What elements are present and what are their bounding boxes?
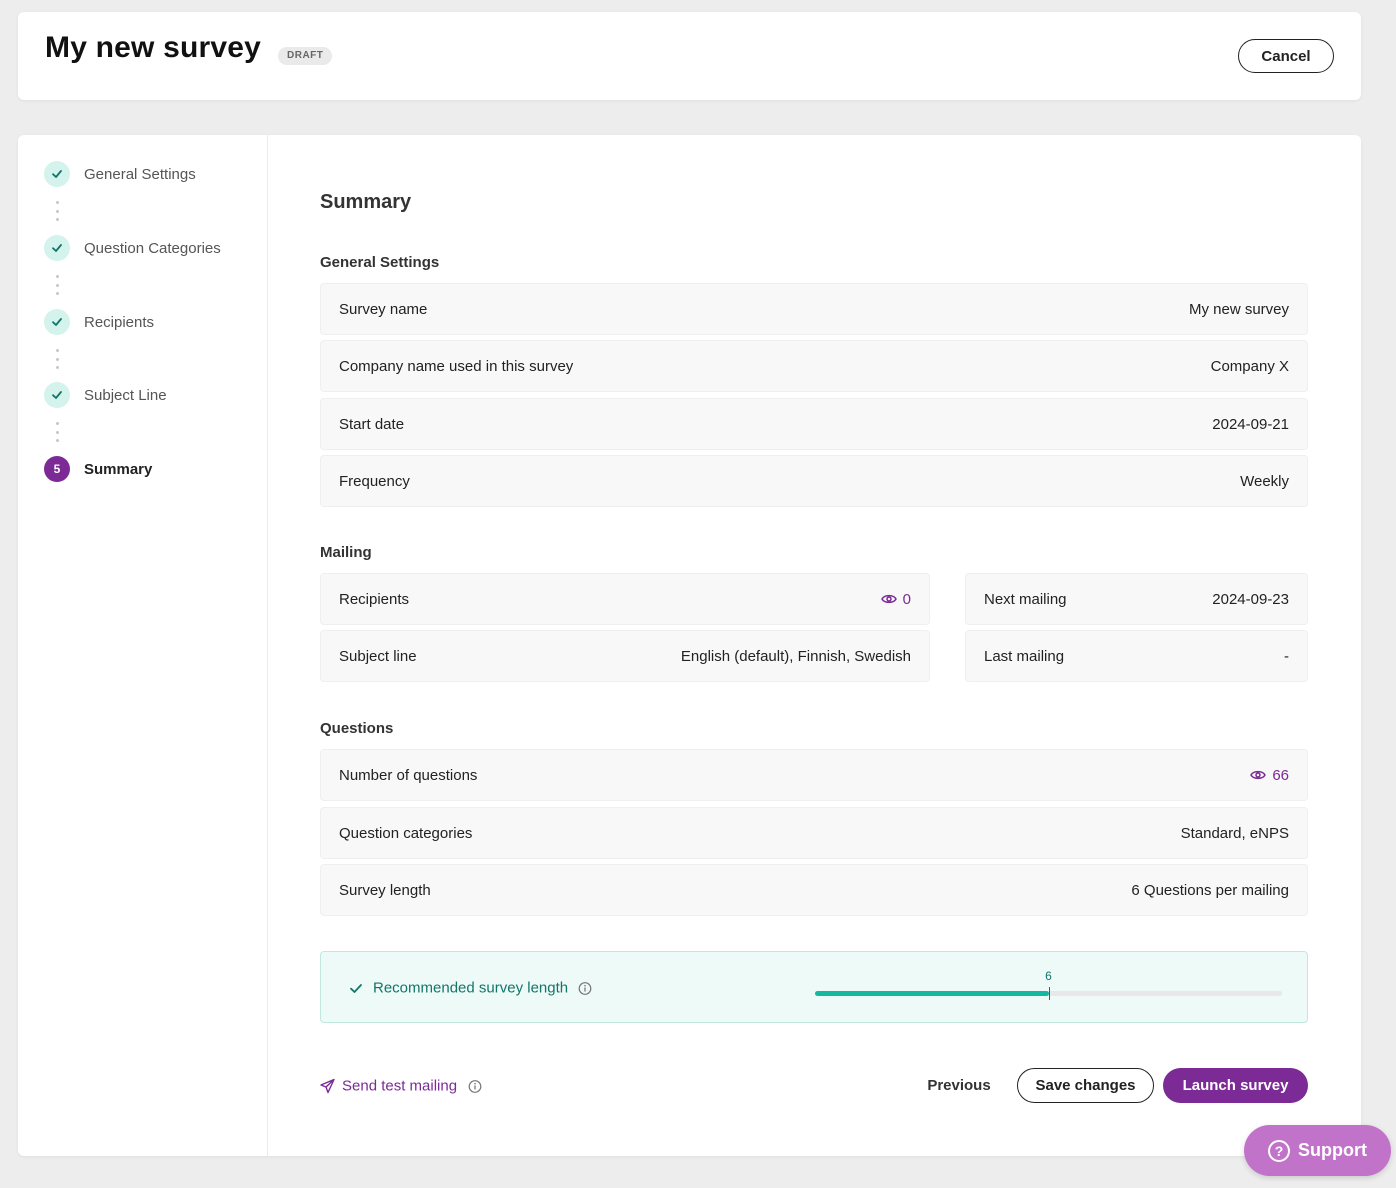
step-question-categories[interactable]: Question Categories [44, 234, 221, 262]
step-connector [56, 349, 60, 369]
row-label: Last mailing [984, 647, 1065, 665]
eye-icon [1250, 770, 1267, 780]
last-mailing-row: Last mailing - [965, 630, 1308, 682]
step-general-settings[interactable]: General Settings [44, 160, 196, 188]
row-value: Standard, eNPS [1180, 824, 1289, 842]
recipients-count: 0 [902, 590, 911, 608]
step-label: Subject Line [84, 386, 167, 404]
step-number: 5 [44, 456, 70, 482]
summary-row: Frequency Weekly [320, 455, 1308, 507]
step-label: Recipients [84, 313, 155, 331]
step-summary[interactable]: 5 Summary [44, 455, 152, 483]
length-progress-fill [815, 991, 1049, 996]
wizard-panel: General Settings Question Categories Rec… [18, 135, 1361, 1156]
question-count-row: Number of questions 66 [320, 749, 1308, 801]
save-changes-button[interactable]: Save changes [1017, 1068, 1154, 1103]
step-recipients[interactable]: Recipients [44, 308, 154, 336]
subject-line-row: Subject line English (default), Finnish,… [320, 630, 930, 682]
row-value: 2024-09-23 [1212, 590, 1289, 608]
row-label: Next mailing [984, 590, 1067, 608]
info-icon[interactable] [578, 981, 592, 995]
wizard-footer: Send test mailing Previous Save changes … [320, 1068, 1308, 1104]
row-label: Company name used in this survey [339, 357, 574, 375]
row-label: Frequency [339, 472, 410, 490]
row-value: 2024-09-21 [1212, 415, 1289, 433]
cancel-button[interactable]: Cancel [1238, 39, 1334, 73]
row-label: Start date [339, 415, 405, 433]
check-icon [44, 309, 70, 335]
row-label: Survey name [339, 300, 428, 318]
check-icon [44, 161, 70, 187]
questions-title: Questions [320, 720, 394, 737]
eye-icon [880, 594, 897, 604]
check-icon [44, 235, 70, 261]
send-test-label: Send test mailing [342, 1077, 458, 1095]
launch-survey-button[interactable]: Launch survey [1163, 1068, 1308, 1103]
recipients-row: Recipients 0 [320, 573, 930, 625]
summary-row: Survey name My new survey [320, 283, 1308, 335]
row-value: - [1284, 647, 1289, 665]
info-icon[interactable] [468, 1079, 482, 1093]
question-count: 66 [1272, 766, 1289, 784]
step-subject-line[interactable]: Subject Line [44, 381, 167, 409]
step-label: Question Categories [84, 239, 221, 257]
previous-button[interactable]: Previous [916, 1068, 1002, 1103]
step-label: Summary [84, 460, 153, 478]
questions-preview[interactable]: 66 [1250, 767, 1289, 784]
check-icon [350, 983, 362, 993]
row-label: Survey length [339, 881, 431, 899]
recommended-label: Recommended survey length [373, 979, 569, 997]
row-label: Subject line [339, 647, 417, 665]
page-title: My new survey [45, 31, 262, 64]
length-progress-bar: 6 [815, 969, 1282, 1000]
row-label: Number of questions [339, 766, 478, 784]
row-value: Company X [1210, 357, 1289, 375]
length-marker-label: 6 [1045, 969, 1052, 983]
status-badge: DRAFT [278, 47, 333, 65]
send-test-mailing-link[interactable]: Send test mailing [320, 1078, 482, 1095]
row-value: 6 Questions per mailing [1131, 881, 1289, 899]
step-connector [56, 275, 60, 295]
row-label: Recipients [339, 590, 410, 608]
steps-sidebar: General Settings Question Categories Rec… [18, 135, 268, 1156]
section-heading: Summary [320, 191, 412, 213]
next-mailing-row: Next mailing 2024-09-23 [965, 573, 1308, 625]
step-label: General Settings [84, 165, 196, 183]
length-marker [1048, 987, 1050, 1000]
check-icon [44, 382, 70, 408]
summary-row: Company name used in this survey Company… [320, 340, 1308, 392]
mailing-title: Mailing [320, 544, 372, 561]
survey-length-row: Survey length 6 Questions per mailing [320, 864, 1308, 916]
summary-row: Start date 2024-09-21 [320, 398, 1308, 450]
row-value: English (default), Finnish, Swedish [680, 647, 911, 665]
step-connector [56, 422, 60, 442]
support-button[interactable]: ? Support [1244, 1125, 1391, 1176]
general-settings-title: General Settings [320, 254, 440, 271]
recommended-length-box: Recommended survey length 6 [320, 951, 1308, 1023]
survey-header: My new survey DRAFT Cancel [18, 12, 1361, 100]
step-connector [56, 201, 60, 221]
question-categories-row: Question categories Standard, eNPS [320, 807, 1308, 859]
row-label: Question categories [339, 824, 473, 842]
row-value: My new survey [1188, 300, 1289, 318]
paper-plane-icon [320, 1078, 335, 1094]
question-mark-icon: ? [1268, 1139, 1290, 1162]
support-label: Support [1298, 1140, 1367, 1160]
recipients-preview[interactable]: 0 [880, 590, 911, 608]
row-value: Weekly [1240, 472, 1289, 490]
